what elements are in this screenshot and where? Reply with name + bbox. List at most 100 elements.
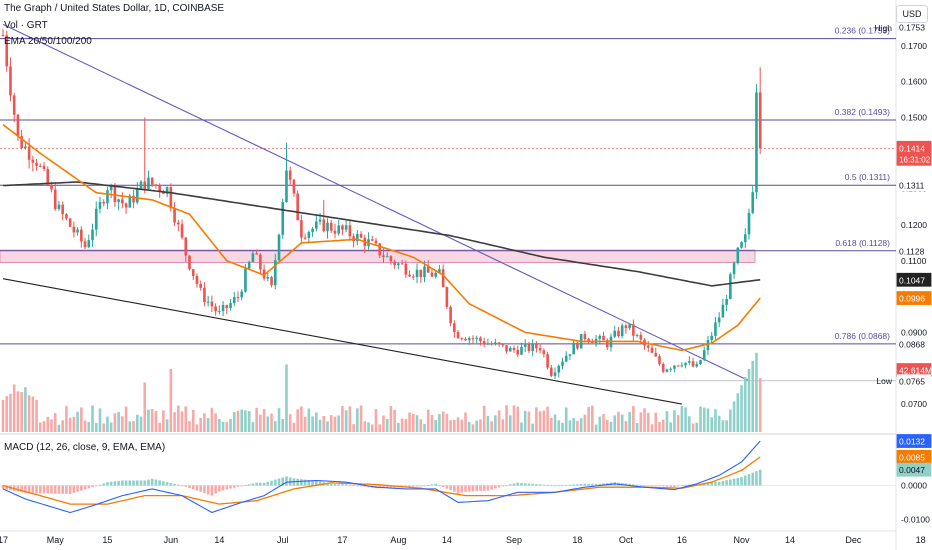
candle-body — [516, 349, 520, 355]
candle-body — [203, 287, 206, 303]
volume-bar — [363, 421, 367, 432]
volume-bar — [210, 407, 214, 432]
macd-histogram-bar — [303, 479, 307, 486]
candle-body — [165, 187, 169, 194]
candle-body — [16, 114, 20, 137]
macd-histogram-bar — [579, 484, 583, 486]
candle-body — [83, 241, 87, 248]
volume-bar — [624, 421, 628, 432]
time-axis-label: 17 — [0, 535, 8, 545]
candle-body — [303, 237, 307, 239]
macd-histogram-bar — [16, 485, 20, 492]
candle-body — [300, 220, 303, 238]
candle-body — [456, 332, 460, 339]
volume-bar — [329, 415, 333, 432]
price-axis-tick: 0.0700 — [901, 399, 927, 409]
volume-bar — [591, 405, 594, 432]
volume-bar — [273, 421, 277, 432]
price-badge-label: 0.1414 — [899, 143, 925, 153]
macd-histogram-bar — [206, 485, 210, 495]
candle-body — [412, 276, 415, 278]
volume-bar — [281, 419, 285, 432]
volume-bar — [438, 414, 441, 432]
volume-bar — [42, 421, 46, 432]
volume-bar — [124, 406, 128, 432]
macd-histogram-bar — [311, 480, 314, 486]
price-axis-tick: 0.1200 — [901, 220, 927, 230]
volume-bar — [31, 396, 35, 432]
candle-body — [736, 247, 740, 264]
volume-bar — [449, 420, 452, 432]
price-badge — [896, 291, 932, 305]
macd-histogram-bar — [273, 479, 277, 486]
volume-bar — [646, 412, 650, 432]
macd-histogram-bar — [337, 484, 340, 486]
volume-bar — [229, 418, 232, 432]
volume-bar — [426, 409, 430, 432]
candle-body — [191, 269, 195, 276]
volume-bar — [311, 416, 314, 432]
macd-histogram-bar — [329, 484, 333, 486]
volume-bar — [747, 369, 751, 432]
volume-bar — [68, 417, 72, 432]
price-badge — [896, 434, 932, 448]
candle-body — [277, 234, 281, 261]
candle-body — [535, 343, 538, 349]
candle-body — [240, 291, 244, 298]
candle-body — [602, 335, 605, 341]
volume-bar — [203, 413, 206, 432]
volume-bar — [117, 412, 120, 432]
candle-body — [620, 325, 624, 337]
candle-body — [654, 352, 658, 357]
volume-bar — [143, 382, 147, 432]
macd-histogram-bar — [247, 484, 251, 486]
volume-bar — [501, 419, 505, 432]
macd-histogram-bar — [326, 483, 329, 486]
macd-histogram-bar — [456, 485, 460, 494]
price-axis-tick: 0.1700 — [901, 41, 927, 51]
volume-bar — [464, 412, 467, 432]
candle-body — [699, 360, 702, 365]
candle-body — [72, 226, 76, 233]
macd-histogram-bar — [747, 474, 751, 486]
macd-histogram-bar — [341, 484, 344, 486]
candle-body — [225, 305, 229, 309]
volume-bar — [594, 424, 598, 432]
price-badge — [896, 140, 932, 166]
volume-bar — [65, 406, 68, 432]
candle-body — [5, 35, 9, 67]
macd-histogram-bar — [650, 485, 654, 487]
volume-bar — [352, 424, 355, 432]
candle-body — [445, 287, 449, 307]
candle-body — [740, 242, 743, 248]
candle-body — [106, 190, 109, 204]
candle-body — [359, 233, 363, 238]
macd-histogram-bar — [135, 480, 139, 486]
candle-body — [221, 305, 225, 312]
time-axis-label: Jun — [164, 535, 179, 545]
candle-body — [68, 218, 72, 227]
volume-bar — [199, 417, 202, 432]
macd-histogram-bar — [139, 480, 143, 486]
macd-histogram-bar — [76, 485, 79, 492]
volume-bar — [262, 408, 266, 432]
volume-bar — [751, 360, 755, 432]
currency-button[interactable]: USD — [896, 5, 928, 23]
candle-body — [479, 337, 482, 342]
volume-bar — [109, 422, 113, 432]
candle-body — [426, 266, 430, 273]
candle-body — [53, 189, 57, 209]
candle-body — [508, 347, 512, 352]
volume-bar — [482, 405, 486, 432]
candle-body — [169, 187, 173, 209]
volume-bar — [397, 422, 400, 432]
volume-bar — [494, 415, 497, 432]
macd-histogram-bar — [143, 480, 147, 486]
candle-body — [721, 304, 725, 318]
macd-histogram-bar — [363, 485, 367, 487]
candle-body — [322, 219, 326, 232]
volume-bar — [9, 393, 12, 432]
volume-bar — [729, 409, 732, 432]
